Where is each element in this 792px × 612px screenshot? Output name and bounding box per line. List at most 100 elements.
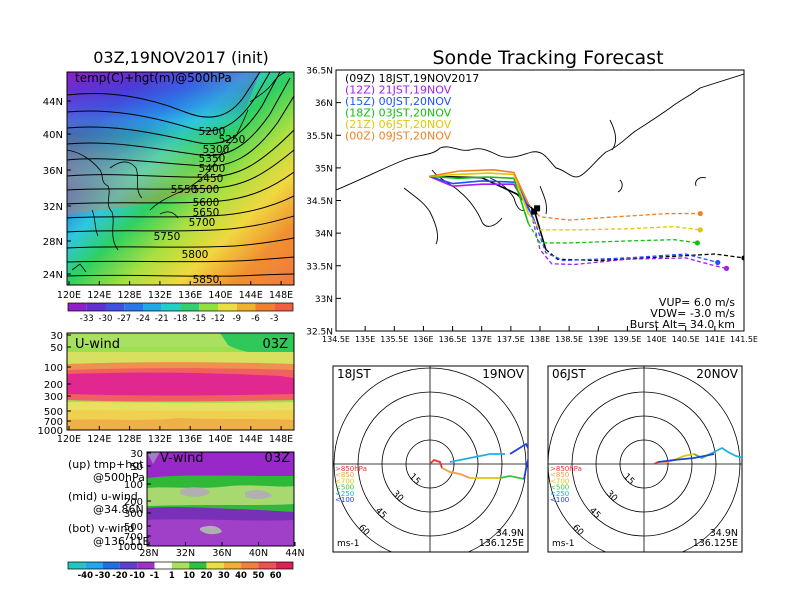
svg-text:@34.86N: @34.86N: [93, 503, 144, 516]
hodograph-level-label: <100: [550, 496, 569, 504]
wind-colorbar-swatch: [68, 562, 86, 569]
track-x-label: 139.5E: [613, 335, 641, 344]
svg-text:VDW= -3.0 m/s: VDW= -3.0 m/s: [650, 307, 735, 320]
svg-text:@500hPa: @500hPa: [93, 471, 145, 484]
hodograph-level-label: <850: [550, 471, 569, 479]
contour-label: 5600: [193, 197, 220, 209]
track-line-solid: [429, 169, 530, 205]
vwind-label: V-wind: [160, 451, 204, 466]
lon-tick-label: 144E: [239, 290, 263, 301]
track-end-point: [723, 265, 730, 271]
run-legend-item: (00Z) 09JST,20NOV: [345, 130, 452, 143]
lon-tick-label: 128E: [118, 290, 142, 301]
hodograph-trace: [509, 442, 528, 480]
vwind-x-label: 32N: [176, 548, 195, 559]
wind-colorbar-swatch: [258, 562, 276, 569]
wind-colorbar-swatch: [223, 562, 242, 569]
colorbar-swatch: [86, 303, 106, 311]
hodograph-level-label: <250: [550, 490, 569, 498]
track-x-label: 136.5E: [439, 335, 467, 344]
hodograph-trace: [709, 446, 742, 459]
track-x-label: 140E: [646, 335, 666, 344]
colorbar-label: -3: [270, 314, 278, 324]
wind-colorbar-frame: [67, 561, 294, 570]
vwind-y-label: 700: [124, 532, 143, 543]
uwind-x-label: 144E: [239, 434, 263, 445]
hodograph-level-label: >850hPa: [550, 465, 582, 473]
colorbar-frame: [67, 302, 294, 312]
wind-colorbar-label: -30: [95, 571, 110, 581]
hodograph-20nov: 15304560>850hPa<850<700<500<250<10006JST…: [547, 365, 743, 553]
contour-label: 5250: [219, 134, 246, 146]
svg-text:temp(C)+hgt(m)@500hPa: temp(C)+hgt(m)@500hPa: [75, 71, 232, 85]
colorbar-swatch: [161, 303, 181, 311]
track-x-label: 135E: [355, 335, 375, 344]
wind-colorbar-swatch: [275, 562, 293, 569]
lon-tick-label: 124E: [87, 290, 111, 301]
uwind-panel: [66, 332, 295, 431]
uwind-x-label: 124E: [87, 434, 111, 445]
wind-colorbar-label: 1: [169, 571, 175, 581]
vwind-y-label: 30: [130, 449, 143, 460]
colorbar-label: -9: [233, 314, 241, 324]
colorbar-label: -15: [192, 314, 206, 324]
track-x-label: 138E: [530, 335, 550, 344]
vwind-x-label: 36N: [212, 548, 231, 559]
map-lat-ticks: 44N 40N 36N 32N 28N 24N: [43, 97, 71, 281]
track-x-label: 141.5E: [730, 335, 758, 344]
svg-text:Burst Alt= 34.0 km: Burst Alt= 34.0 km: [630, 318, 735, 331]
hodograph-level-label: <500: [550, 484, 569, 492]
contour-label: 5200: [199, 126, 226, 138]
wind-colorbar-swatch: [154, 562, 172, 569]
track-x-label: 138.5E: [555, 335, 583, 344]
track-x-label: 140.5E: [672, 335, 700, 344]
colorbar-swatch: [143, 303, 162, 311]
wind-colorbar-label: 40: [235, 571, 247, 581]
hodograph-trace: [673, 453, 695, 461]
svg-text:(up) tmp+hgt: (up) tmp+hgt: [68, 458, 144, 471]
hodograph-trace: [653, 461, 659, 465]
lon-tick-label: 148E: [269, 290, 293, 301]
contour-label: 5850: [193, 274, 220, 286]
wind-colorbar-label: 30: [218, 571, 230, 581]
uwind-y-label: 100: [44, 363, 63, 374]
hodograph-trace: [441, 467, 471, 479]
colorbar-swatch: [255, 303, 275, 311]
lon-tick-label: 136E: [178, 290, 202, 301]
left-title: 03Z,19NOV2017 (init): [93, 48, 269, 67]
hodograph-frame: [547, 365, 743, 553]
vwind-x-label: 28N: [139, 548, 158, 559]
track-lines: [428, 169, 744, 271]
track-x-label: 135.5E: [380, 335, 408, 344]
track-coastline: [336, 73, 744, 245]
uwind-x-label: 128E: [118, 434, 142, 445]
wind-colorbar-label: -20: [112, 571, 127, 581]
colorbar-swatch: [199, 303, 218, 311]
colorbar-swatch: [124, 303, 143, 311]
track-y-label: 33N: [315, 295, 333, 305]
wind-colorbar-swatch: [102, 562, 120, 569]
vwind-time: 03Z: [265, 451, 291, 466]
track-x-label: 141E: [705, 335, 725, 344]
colorbar-label: -33: [80, 314, 94, 324]
lon-tick-label: 132E: [148, 290, 172, 301]
hodograph-trace: [429, 458, 443, 469]
track-x-label: 139E: [588, 335, 608, 344]
uwind-time: 03Z: [263, 337, 289, 352]
run-legend-item: (18Z) 03JST,20NOV: [345, 107, 452, 120]
hodograph-trace: [657, 453, 715, 463]
track-x-label: 137E: [472, 335, 492, 344]
colorbar-swatch: [274, 303, 293, 311]
contour-label: 5650: [193, 207, 220, 219]
hodograph-frame: [332, 365, 529, 553]
contour-label: 5700: [189, 217, 216, 229]
wind-colorbar-label: 20: [201, 571, 213, 581]
uwind-y-label: 30: [50, 331, 63, 342]
vwind-y-label: 200: [124, 497, 143, 508]
hodograph-time: 18JST: [337, 367, 371, 381]
colorbar-swatch: [236, 303, 256, 311]
lat-tick-label: 40N: [43, 130, 63, 141]
track-frame: [335, 69, 745, 332]
lat-tick-label: 28N: [43, 237, 63, 248]
